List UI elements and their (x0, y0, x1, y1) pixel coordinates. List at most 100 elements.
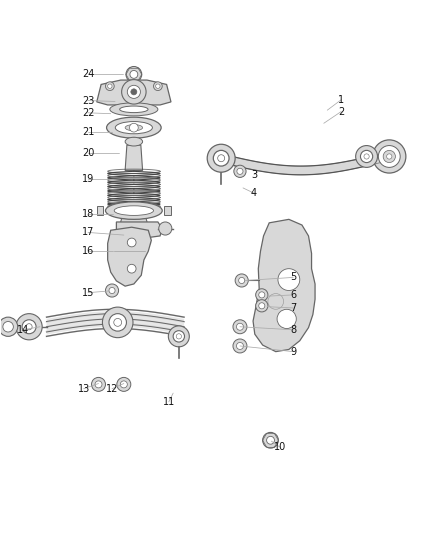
Text: 7: 7 (290, 303, 297, 313)
Ellipse shape (115, 122, 152, 134)
Circle shape (126, 67, 142, 82)
Circle shape (159, 222, 172, 235)
Circle shape (127, 85, 141, 99)
Circle shape (168, 326, 189, 347)
Text: 22: 22 (82, 108, 94, 118)
Ellipse shape (125, 125, 143, 131)
Circle shape (256, 300, 268, 312)
Circle shape (277, 309, 296, 328)
Text: 23: 23 (82, 95, 94, 106)
Text: 4: 4 (251, 188, 257, 198)
Polygon shape (120, 219, 148, 225)
Circle shape (127, 238, 136, 247)
Circle shape (235, 274, 248, 287)
Circle shape (278, 269, 300, 290)
Circle shape (237, 323, 244, 330)
Circle shape (234, 165, 246, 177)
Circle shape (131, 89, 137, 95)
Polygon shape (97, 80, 171, 105)
Polygon shape (46, 311, 184, 335)
Circle shape (387, 154, 392, 159)
Circle shape (207, 144, 235, 172)
Circle shape (259, 292, 265, 298)
Polygon shape (164, 206, 171, 215)
Ellipse shape (106, 117, 161, 138)
Circle shape (364, 154, 369, 159)
Circle shape (237, 168, 243, 174)
Circle shape (267, 437, 275, 444)
Circle shape (237, 343, 244, 350)
Text: 5: 5 (290, 272, 297, 282)
Circle shape (360, 150, 373, 163)
Circle shape (155, 84, 160, 88)
Circle shape (233, 339, 247, 353)
Circle shape (373, 140, 406, 173)
Circle shape (122, 79, 146, 104)
Circle shape (26, 324, 32, 330)
Circle shape (153, 82, 162, 91)
Circle shape (109, 313, 127, 331)
Text: 10: 10 (274, 442, 286, 453)
Circle shape (173, 330, 184, 342)
Polygon shape (108, 171, 160, 206)
Circle shape (109, 287, 115, 294)
Circle shape (106, 284, 119, 297)
Circle shape (383, 150, 396, 163)
Text: 9: 9 (290, 346, 296, 357)
Circle shape (378, 146, 400, 167)
Text: 20: 20 (82, 148, 94, 158)
Text: 1: 1 (338, 95, 344, 104)
Text: 21: 21 (82, 127, 94, 137)
Text: 16: 16 (82, 246, 94, 256)
Ellipse shape (114, 206, 153, 215)
Circle shape (108, 84, 112, 88)
Circle shape (259, 303, 265, 309)
Circle shape (92, 377, 106, 391)
Circle shape (268, 294, 284, 309)
Circle shape (213, 150, 229, 166)
Text: 8: 8 (290, 325, 296, 335)
Circle shape (95, 381, 102, 388)
Circle shape (263, 432, 279, 448)
Circle shape (102, 307, 133, 338)
Circle shape (233, 320, 247, 334)
Ellipse shape (106, 202, 162, 220)
Text: 15: 15 (82, 288, 94, 298)
Text: 2: 2 (338, 107, 344, 117)
Text: 17: 17 (82, 228, 94, 237)
Text: 13: 13 (78, 384, 90, 394)
Circle shape (130, 123, 138, 132)
Circle shape (239, 277, 245, 284)
Circle shape (130, 70, 138, 78)
Ellipse shape (125, 138, 143, 146)
Polygon shape (108, 227, 151, 286)
Text: 19: 19 (82, 174, 94, 184)
Polygon shape (117, 222, 162, 245)
Circle shape (3, 321, 13, 332)
Ellipse shape (110, 103, 158, 116)
Circle shape (16, 313, 42, 340)
Circle shape (117, 377, 131, 391)
Text: 14: 14 (17, 325, 29, 335)
Text: 18: 18 (82, 209, 94, 219)
Circle shape (127, 264, 136, 273)
Text: 3: 3 (251, 170, 257, 180)
Polygon shape (221, 154, 381, 175)
Polygon shape (253, 220, 315, 352)
Text: 11: 11 (162, 397, 175, 407)
Text: 12: 12 (106, 384, 118, 394)
Circle shape (0, 317, 18, 336)
Polygon shape (125, 145, 143, 171)
Circle shape (106, 82, 114, 91)
Circle shape (176, 334, 181, 339)
Circle shape (256, 289, 268, 301)
Text: 6: 6 (290, 290, 296, 300)
Polygon shape (97, 206, 103, 215)
Ellipse shape (120, 106, 148, 112)
Circle shape (356, 146, 378, 167)
Circle shape (120, 381, 127, 388)
Circle shape (218, 155, 225, 161)
Circle shape (22, 320, 36, 334)
Circle shape (114, 318, 122, 326)
Text: 24: 24 (82, 69, 94, 79)
